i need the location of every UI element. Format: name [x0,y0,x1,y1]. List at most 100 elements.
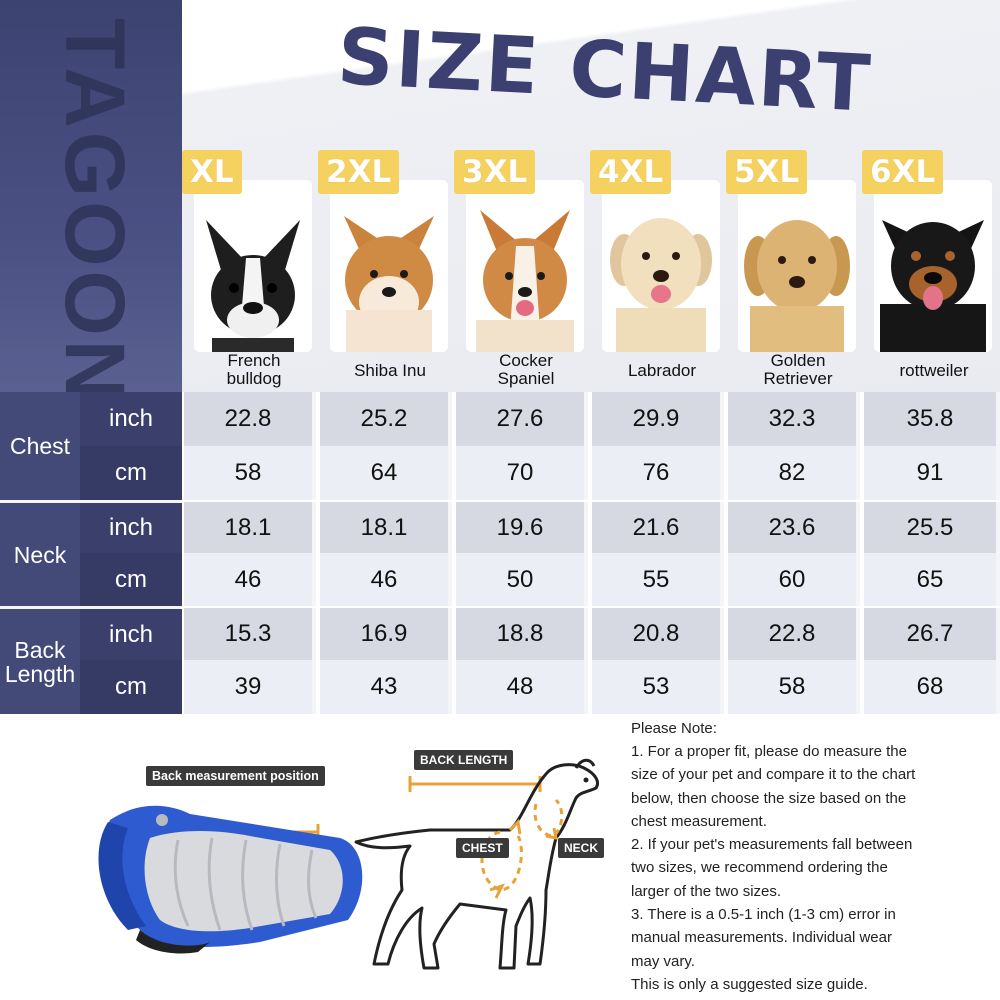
group-label-line: Chest [9,433,71,459]
back-measurement-position-label: Back measurement position [146,766,325,786]
table-cell: 46 [320,553,452,606]
shiba-inu-photo [330,180,448,352]
rottweiler-photo [874,180,992,352]
table-cell: 25.2 [320,392,452,446]
table-cell: 39 [184,660,316,714]
table-cell: 58 [184,446,316,500]
table-cell: 48 [456,660,588,714]
dog-coat-illustration [98,805,363,954]
breed-line: bulldog [226,369,282,388]
table-cell: 76 [592,446,724,500]
golden-retriever-photo [738,180,856,352]
table-cell: 26.7 [864,608,1000,660]
group-label-back-length: Back Length [0,606,80,714]
cocker-spaniel-photo [466,180,584,352]
size-badge: 5XL [726,150,808,194]
brand-band: TAGOON [0,0,182,404]
breed-label: Golden Retriever [728,352,868,388]
table-cell: 15.3 [184,608,316,660]
table-cell: 82 [728,446,860,500]
table-cell: 70 [456,446,588,500]
breed-label: Labrador [592,362,732,380]
chest-label: CHEST [456,838,509,858]
breed-line: Cocker [499,351,553,370]
breed-line: French [227,351,281,370]
size-card-2xl: 2XL Shiba Inu [318,150,454,392]
unit-label: cm [80,553,182,606]
group-label-line: Neck [13,541,67,568]
table-cell: 19.6 [456,502,588,553]
note-line: This is only a suggested size guide. [631,975,868,993]
table-cell: 60 [728,553,860,606]
back-length-label: BACK LENGTH [414,750,514,770]
table-cell: 22.8 [184,392,316,446]
labrador-photo [602,180,720,352]
size-badge: 2XL [318,150,400,194]
header-background [182,0,1000,392]
table-cell: 32.3 [728,392,860,446]
note-line: chest measurement. [631,812,767,830]
unit-label: inch [80,500,182,553]
size-badge: 6XL [862,150,944,194]
breed-line: Retriever [763,369,833,388]
note-line: size of your pet and compare it to the c… [631,766,916,784]
breed-line: Golden [770,351,826,370]
table-cell: 20.8 [592,608,724,660]
breed-label: Shiba Inu [320,362,460,380]
notes-title: Please Note: [631,720,717,737]
size-card-5xl: 5XL Golden Retriever [726,150,862,392]
unit-label: inch [80,606,182,660]
table-cell: 91 [864,446,1000,500]
size-badge: 3XL [454,150,536,194]
table-cell: 25.5 [864,502,1000,553]
note-line: 2. If your pet's measurements fall betwe… [631,836,913,854]
dog-measurement-diagram [354,758,599,970]
table-cell: 68 [864,660,1000,714]
table-cell: 64 [320,446,452,500]
table-cell: 65 [864,553,1000,606]
breed-line: Spaniel [497,369,555,388]
group-label-line: Length [4,660,76,687]
table-cell: 16.9 [320,608,452,660]
table-cell: 21.6 [592,502,724,553]
table-cell: 35.8 [864,392,1000,446]
breed-label: Cocker Spaniel [456,352,596,388]
unit-label: inch [80,392,182,446]
table-cell: 55 [592,553,724,606]
note-line: larger of the two sizes. [631,882,782,900]
table-cell: 18.1 [184,502,316,553]
note-line: manual measurements. Individual wear [631,929,892,947]
notes-body: 1. For a proper fit, please do measure t… [631,740,931,996]
table-cell: 22.8 [728,608,860,660]
table-cell: 18.8 [456,608,588,660]
table-cell: 58 [728,660,860,714]
table-cell: 53 [592,660,724,714]
group-label-chest: Chest [0,392,80,500]
breed-line: rottweiler [899,361,969,380]
brand-vertical-text: TAGOON [48,18,142,405]
unit-label: cm [80,660,182,714]
note-line: two sizes, we recommend ordering the [631,859,888,877]
breed-line: Shiba Inu [354,361,426,380]
size-card-4xl: 4XL Labrador [590,150,726,392]
size-badge: XL [182,150,242,194]
table-cell: 29.9 [592,392,724,446]
table-cell: 27.6 [456,392,588,446]
neck-label: NECK [558,838,605,858]
table-cell: 18.1 [320,502,452,553]
note-line: may vary. [631,952,695,970]
size-badge: 4XL [590,150,672,194]
size-card-xl: XL French bulldog [182,150,318,392]
breed-line: Labrador [627,361,697,380]
table-cell: 23.6 [728,502,860,553]
group-label-line: Back [14,636,66,663]
size-card-6xl: 6XL rottweiler [862,150,998,392]
group-label-neck: Neck [0,500,80,606]
table-cell: 46 [184,553,316,606]
size-card-3xl: 3XL Cocker Spaniel [454,150,590,392]
note-line: 1. For a proper fit, please do measure t… [631,743,907,760]
breed-label: French bulldog [184,352,324,388]
table-cell: 43 [320,660,452,714]
french-bulldog-photo [194,180,312,352]
unit-label: cm [80,446,182,500]
